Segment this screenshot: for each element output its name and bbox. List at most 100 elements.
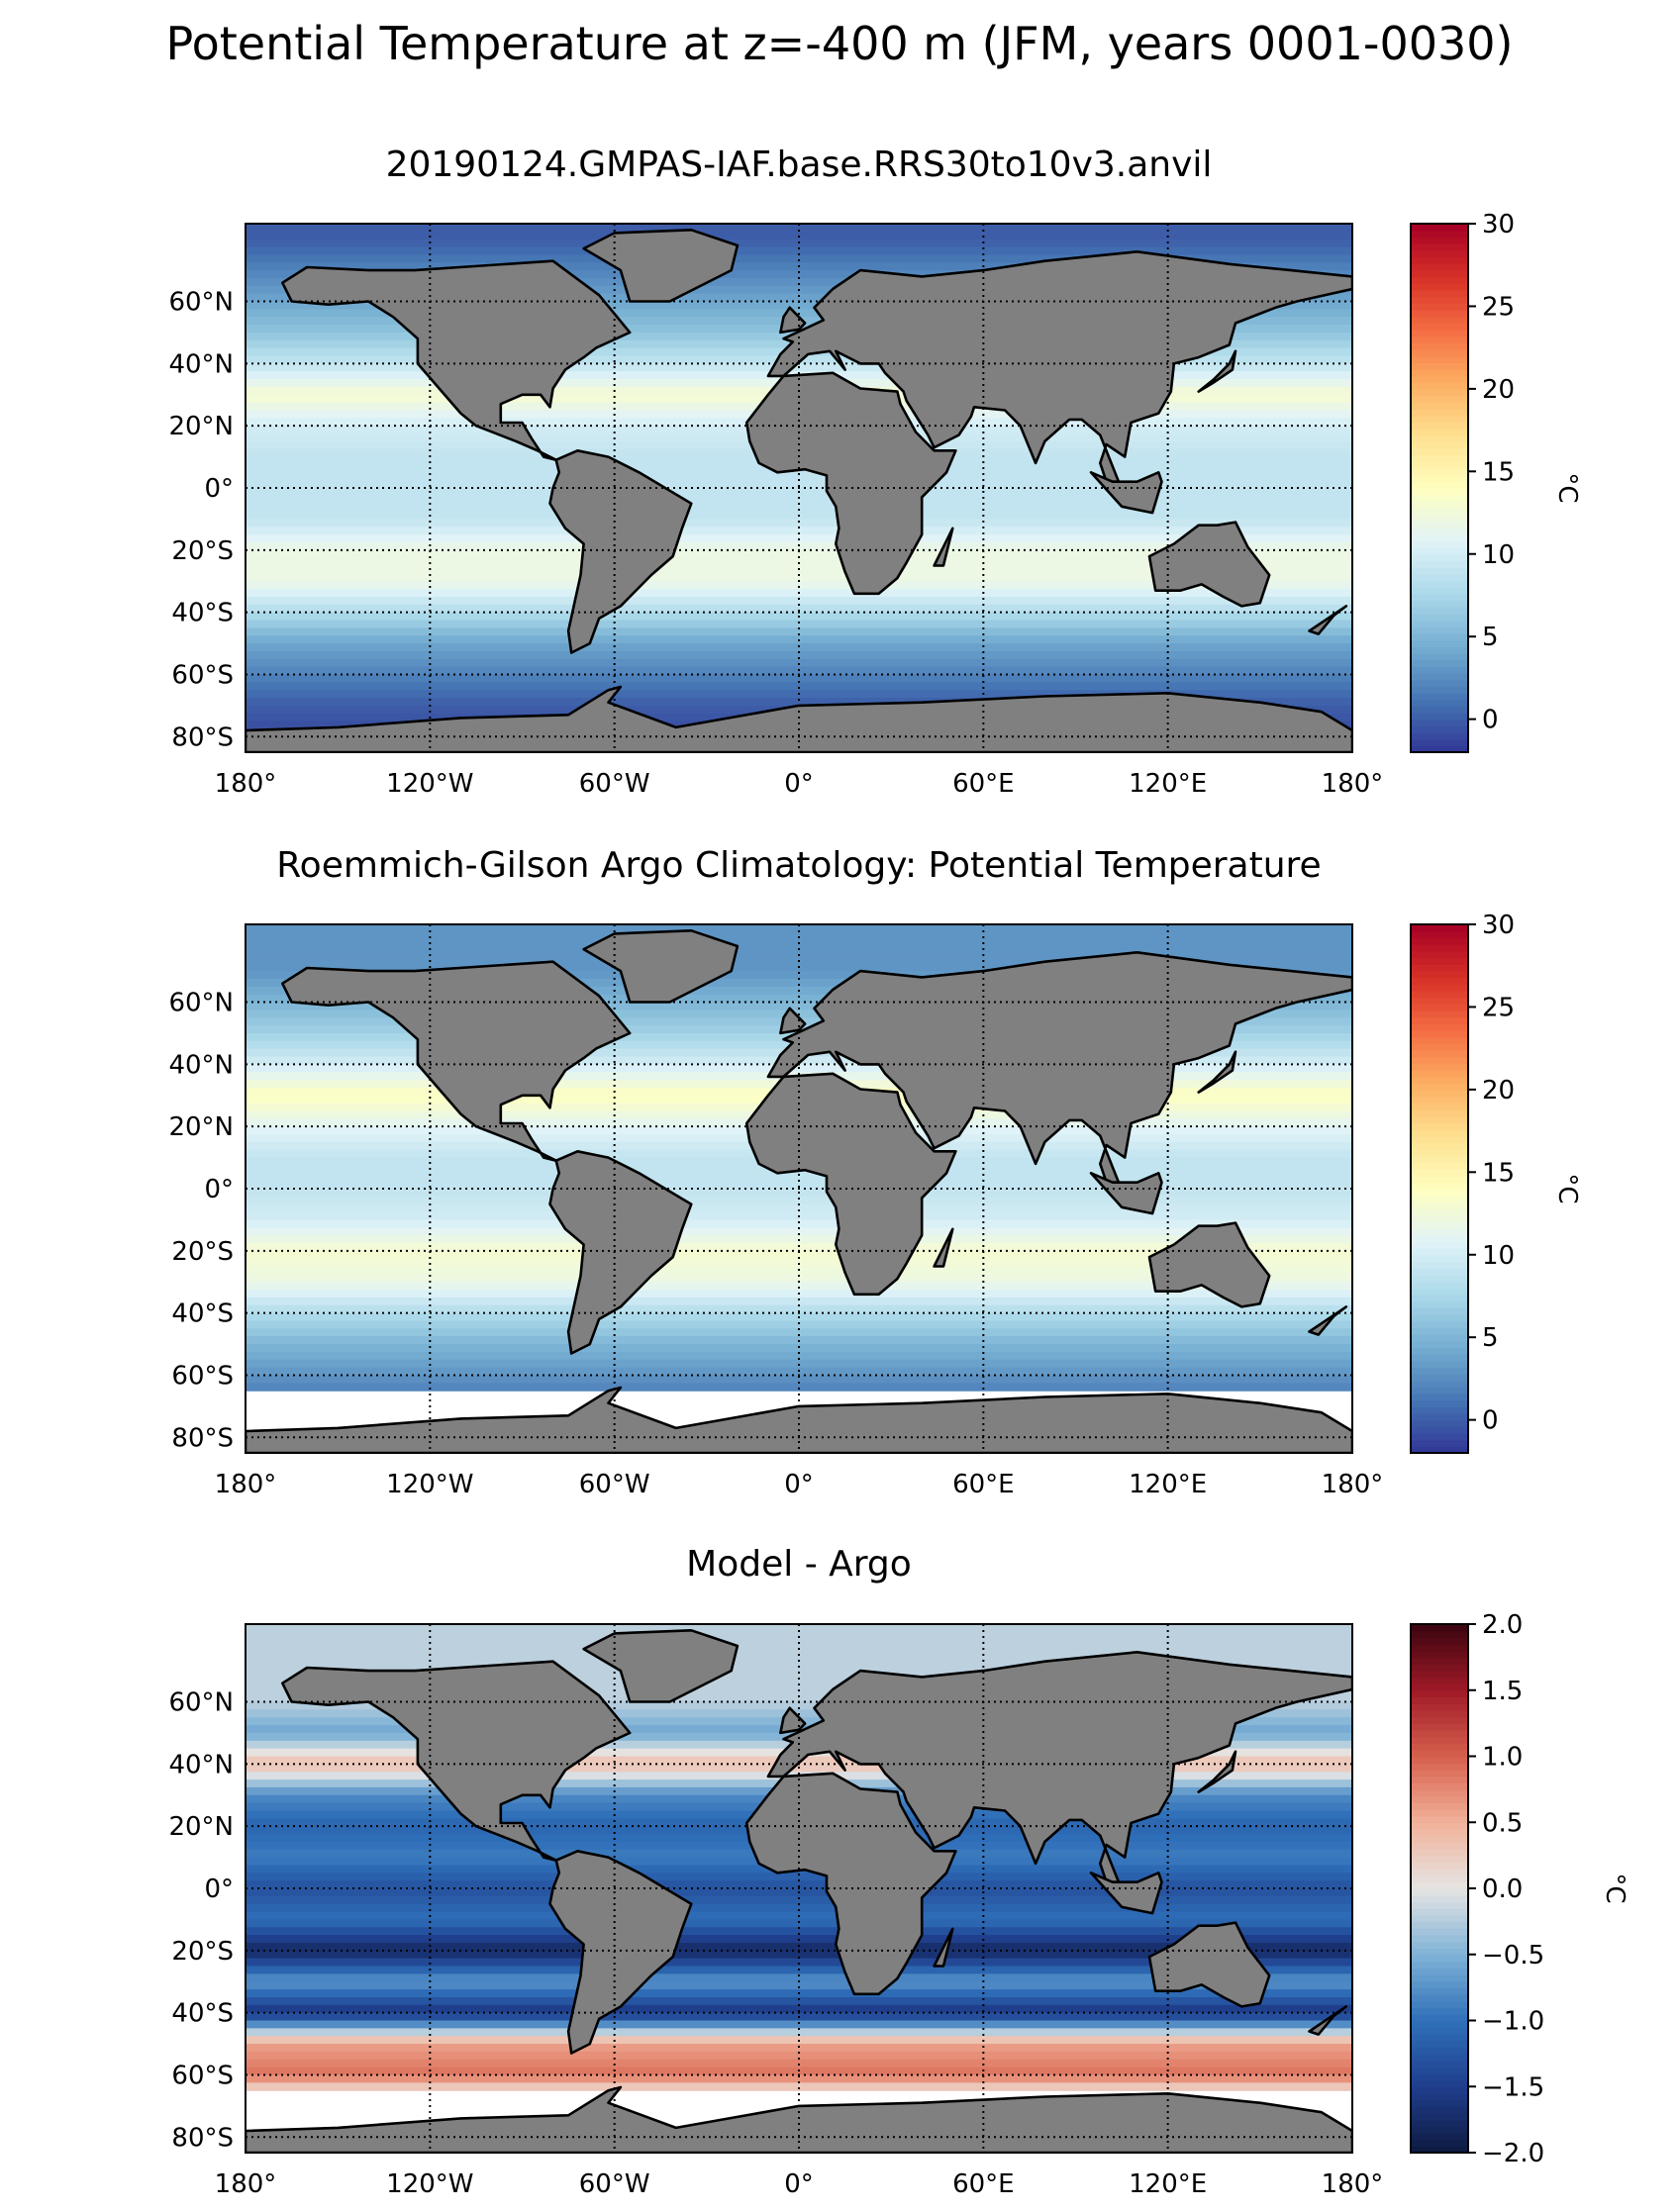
field-band — [246, 627, 1352, 636]
colorbar-step — [1411, 1948, 1468, 1956]
colorbar-step — [1411, 2060, 1468, 2068]
x-tick-label: 60°W — [579, 1470, 650, 1499]
colorbar-step — [1411, 1142, 1468, 1150]
colorbar-step — [1411, 2047, 1468, 2055]
field-band — [246, 1181, 1352, 1190]
field-band — [246, 1359, 1352, 1369]
colorbar-step — [1411, 970, 1468, 979]
land-mass — [281, 960, 632, 1162]
colorbar-step — [1411, 415, 1468, 424]
colorbar-step — [1411, 1195, 1468, 1203]
colorbar-step — [1411, 1023, 1468, 1031]
colorbar-step — [1411, 944, 1468, 952]
y-tick-label: 20°S — [171, 536, 234, 566]
colorbar-step — [1411, 1624, 1468, 1632]
colorbar-tick-label: 0 — [1482, 1406, 1499, 1436]
land-mass — [1089, 1172, 1163, 1215]
colorbar-step — [1411, 990, 1468, 999]
colorbar-step — [1411, 1108, 1468, 1117]
colorbar-step — [1411, 1168, 1468, 1177]
colorbar-step — [1411, 1980, 1468, 1988]
gridlines — [246, 1624, 1352, 2153]
land-mass — [281, 1660, 632, 1862]
land-mass — [1308, 2005, 1348, 2036]
colorbar-step — [1411, 712, 1468, 721]
field-band — [246, 2044, 1352, 2053]
colorbar-step — [1411, 1769, 1468, 1778]
colorbar-step — [1411, 1043, 1468, 1051]
colorbar-step — [1411, 2033, 1468, 2042]
colorbar-step — [1411, 560, 1468, 568]
x-tick-label: 120°W — [386, 769, 473, 799]
y-tick-label: 0° — [204, 474, 234, 504]
y-tick-label: 60°N — [168, 288, 234, 318]
colorbar-step — [1411, 1703, 1468, 1711]
colorbar-step — [1411, 540, 1468, 548]
colorbar-step — [1411, 1049, 1468, 1058]
colorbar-step — [1411, 2106, 1468, 2114]
x-tick-label: 0° — [784, 1470, 814, 1499]
x-tick-label: 180° — [1322, 2169, 1384, 2199]
field-band — [246, 1344, 1352, 1353]
land-mass — [1197, 1750, 1237, 1793]
colorbar-step — [1411, 1004, 1468, 1011]
colorbar-step — [1411, 1241, 1468, 1249]
land-mass — [1147, 521, 1271, 608]
field-band — [246, 604, 1352, 614]
colorbar-step — [1411, 1987, 1468, 1995]
y-tick-label: 40°N — [168, 349, 234, 379]
colorbar-step — [1411, 382, 1468, 390]
land-mass — [766, 1651, 1352, 1883]
field-band — [246, 1002, 1352, 1010]
field-band — [246, 643, 1352, 652]
colorbar-step — [1411, 441, 1468, 449]
x-tick-label: 60°E — [952, 1470, 1015, 1499]
colorbar-step — [1411, 1175, 1468, 1184]
colorbar-step — [1411, 1268, 1468, 1276]
x-tick-label: 180° — [215, 769, 277, 799]
land-mass — [1147, 1221, 1271, 1308]
x-tick-label: 180° — [215, 2169, 277, 2199]
land-mass — [548, 1150, 693, 1355]
colorbar-step — [1411, 1736, 1468, 1744]
colorbar-step — [1411, 1908, 1468, 1916]
colorbar-step — [1411, 2092, 1468, 2101]
colorbar-tick-label: −2.0 — [1482, 2139, 1544, 2168]
colorbar-step — [1411, 461, 1468, 469]
colorbar-step — [1411, 269, 1468, 278]
field-band — [246, 924, 1352, 933]
figure-title: Potential Temperature at z=-400 m (JFM, … — [166, 17, 1514, 70]
colorbar-step — [1411, 1056, 1468, 1064]
axes-frame — [245, 1623, 1353, 2154]
colorbar-step — [1411, 283, 1468, 291]
colorbar-step — [1411, 692, 1468, 701]
field-band — [246, 519, 1352, 528]
land — [246, 929, 1352, 1453]
colorbar-step — [1411, 930, 1468, 939]
colorbar-step — [1411, 2146, 1468, 2154]
field-band — [246, 1173, 1352, 1182]
field-band — [246, 1996, 1352, 2006]
colorbar-step — [1411, 2119, 1468, 2128]
x-tick-label: 180° — [1322, 769, 1384, 799]
colorbar-step — [1411, 263, 1468, 271]
colorbar-step — [1411, 639, 1468, 647]
colorbar-step — [1411, 2072, 1468, 2081]
colorbar-step — [1411, 1254, 1468, 1263]
colorbar-tick-label: 20 — [1482, 375, 1515, 405]
field-band — [246, 1973, 1352, 1982]
field-band — [246, 541, 1352, 551]
gridlines — [246, 224, 1352, 752]
field-band — [246, 2051, 1352, 2061]
colorbar-step — [1411, 1432, 1468, 1441]
land-mass — [582, 1629, 740, 1703]
colorbar-step — [1411, 679, 1468, 688]
colorbar-step — [1411, 1135, 1468, 1144]
colorbar-step — [1411, 1313, 1468, 1322]
colorbar-step — [1411, 2099, 1468, 2108]
colorbar-step — [1411, 937, 1468, 945]
colorbar-step — [1411, 494, 1468, 503]
colorbar-step — [1411, 699, 1468, 708]
colorbar-step — [1411, 1788, 1468, 1797]
field-band — [246, 1895, 1352, 1905]
